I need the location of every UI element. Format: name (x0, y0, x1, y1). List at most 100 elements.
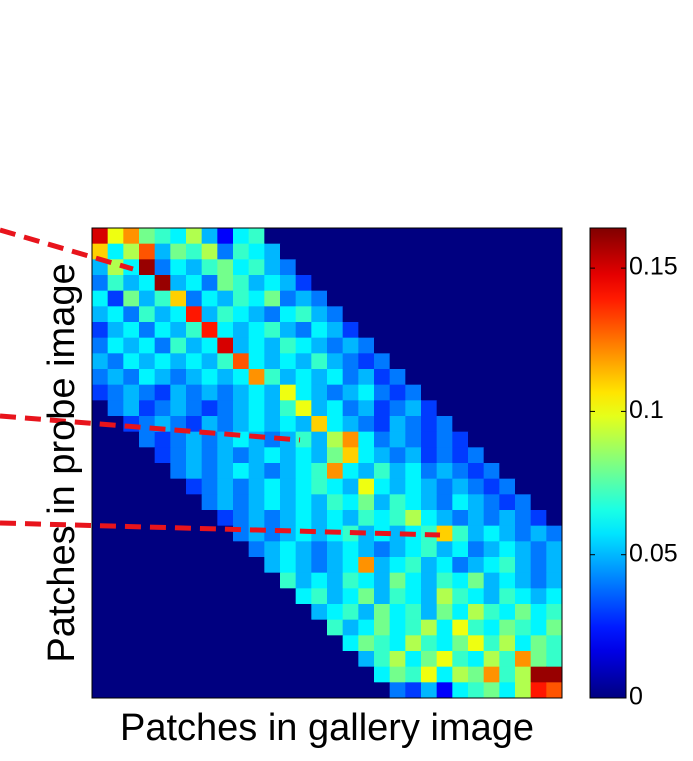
heatmap-cell (217, 416, 234, 433)
heatmap-cell (499, 306, 516, 323)
heatmap-cell (468, 337, 485, 354)
heatmap-cell (374, 369, 391, 386)
heatmap-cell (295, 557, 312, 574)
heatmap-cell (436, 228, 453, 245)
heatmap-cell (201, 478, 218, 495)
heatmap-cell (405, 541, 422, 558)
heatmap-cell (452, 322, 469, 339)
heatmap-cell (123, 290, 140, 307)
heatmap-cell (248, 682, 265, 699)
heatmap-cell (295, 588, 312, 605)
heatmap-cell (201, 651, 218, 668)
heatmap-cell (311, 510, 328, 527)
heatmap-cell (405, 666, 422, 683)
heatmap-cell (264, 478, 281, 495)
heatmap-cell (311, 243, 328, 260)
heatmap-cell (483, 463, 500, 480)
heatmap-cell (217, 619, 234, 636)
heatmap-cell (295, 353, 312, 370)
heatmap-cell (499, 384, 516, 401)
heatmap-cell (499, 416, 516, 433)
heatmap-cell (107, 243, 124, 260)
heatmap-cell (546, 557, 563, 574)
heatmap-cell (217, 306, 234, 323)
heatmap-cell (217, 228, 234, 245)
heatmap-cell (248, 494, 265, 511)
heatmap-cell (421, 572, 438, 589)
heatmap-cell (139, 431, 156, 448)
heatmap-cell (342, 369, 359, 386)
heatmap-cell (405, 478, 422, 495)
heatmap-cell (405, 604, 422, 621)
heatmap-cell (499, 463, 516, 480)
heatmap-cell (436, 259, 453, 276)
heatmap-cell (186, 463, 203, 480)
heatmap-cell (92, 635, 109, 652)
heatmap-cell (170, 666, 187, 683)
heatmap-cell (186, 478, 203, 495)
heatmap-cell (295, 494, 312, 511)
heatmap-cell (389, 635, 406, 652)
heatmap-cell (170, 337, 187, 354)
heatmap-cell (107, 510, 124, 527)
heatmap-cell (311, 275, 328, 292)
heatmap-cell (468, 384, 485, 401)
heatmap-cell (421, 275, 438, 292)
heatmap-cell (483, 431, 500, 448)
heatmap-cell (327, 243, 344, 260)
heatmap-cell (327, 463, 344, 480)
heatmap-cell (248, 400, 265, 417)
heatmap-cell (280, 541, 297, 558)
heatmap-cell (483, 400, 500, 417)
heatmap-cell (186, 666, 203, 683)
heatmap-cell (468, 682, 485, 699)
heatmap-cell (468, 447, 485, 464)
annotation-lines (0, 227, 441, 538)
heatmap-cell (452, 541, 469, 558)
heatmap-cell (233, 259, 250, 276)
heatmap-cell (389, 651, 406, 668)
heatmap-cell (123, 682, 140, 699)
heatmap-cell (452, 447, 469, 464)
heatmap-cell (499, 666, 516, 683)
heatmap-cell (358, 290, 375, 307)
heatmap-cell (233, 572, 250, 589)
heatmap-cell (436, 463, 453, 480)
heatmap-cell (342, 243, 359, 260)
heatmap-cell (248, 416, 265, 433)
heatmap-cell (327, 259, 344, 276)
heatmap-cell (201, 400, 218, 417)
heatmap-cell (546, 572, 563, 589)
heatmap-cell (405, 557, 422, 574)
heatmap-cell (452, 682, 469, 699)
heatmap-cell (389, 306, 406, 323)
heatmap-cell (374, 431, 391, 448)
heatmap-cell (405, 353, 422, 370)
heatmap-cell (311, 572, 328, 589)
heatmap-cell (186, 306, 203, 323)
heatmap-cell (311, 682, 328, 699)
heatmap-cell (530, 243, 547, 260)
heatmap-cell (374, 228, 391, 245)
heatmap-cell (139, 447, 156, 464)
heatmap-cell (374, 337, 391, 354)
heatmap-cell (295, 666, 312, 683)
heatmap-cell (546, 384, 563, 401)
heatmap-cell (201, 290, 218, 307)
heatmap-cell (546, 259, 563, 276)
heatmap-cell (374, 682, 391, 699)
heatmap-cell (515, 619, 532, 636)
heatmap-cell (546, 431, 563, 448)
heatmap-cell (311, 557, 328, 574)
heatmap-cell (358, 666, 375, 683)
heatmap-cell (405, 275, 422, 292)
heatmap-cell (170, 353, 187, 370)
heatmap-cell (170, 557, 187, 574)
heatmap-cell (123, 541, 140, 558)
heatmap-cell (201, 447, 218, 464)
heatmap-cell (483, 290, 500, 307)
heatmap-cell (499, 400, 516, 417)
heatmap-cell (186, 384, 203, 401)
heatmap-cell (358, 557, 375, 574)
heatmap-cell (311, 322, 328, 339)
